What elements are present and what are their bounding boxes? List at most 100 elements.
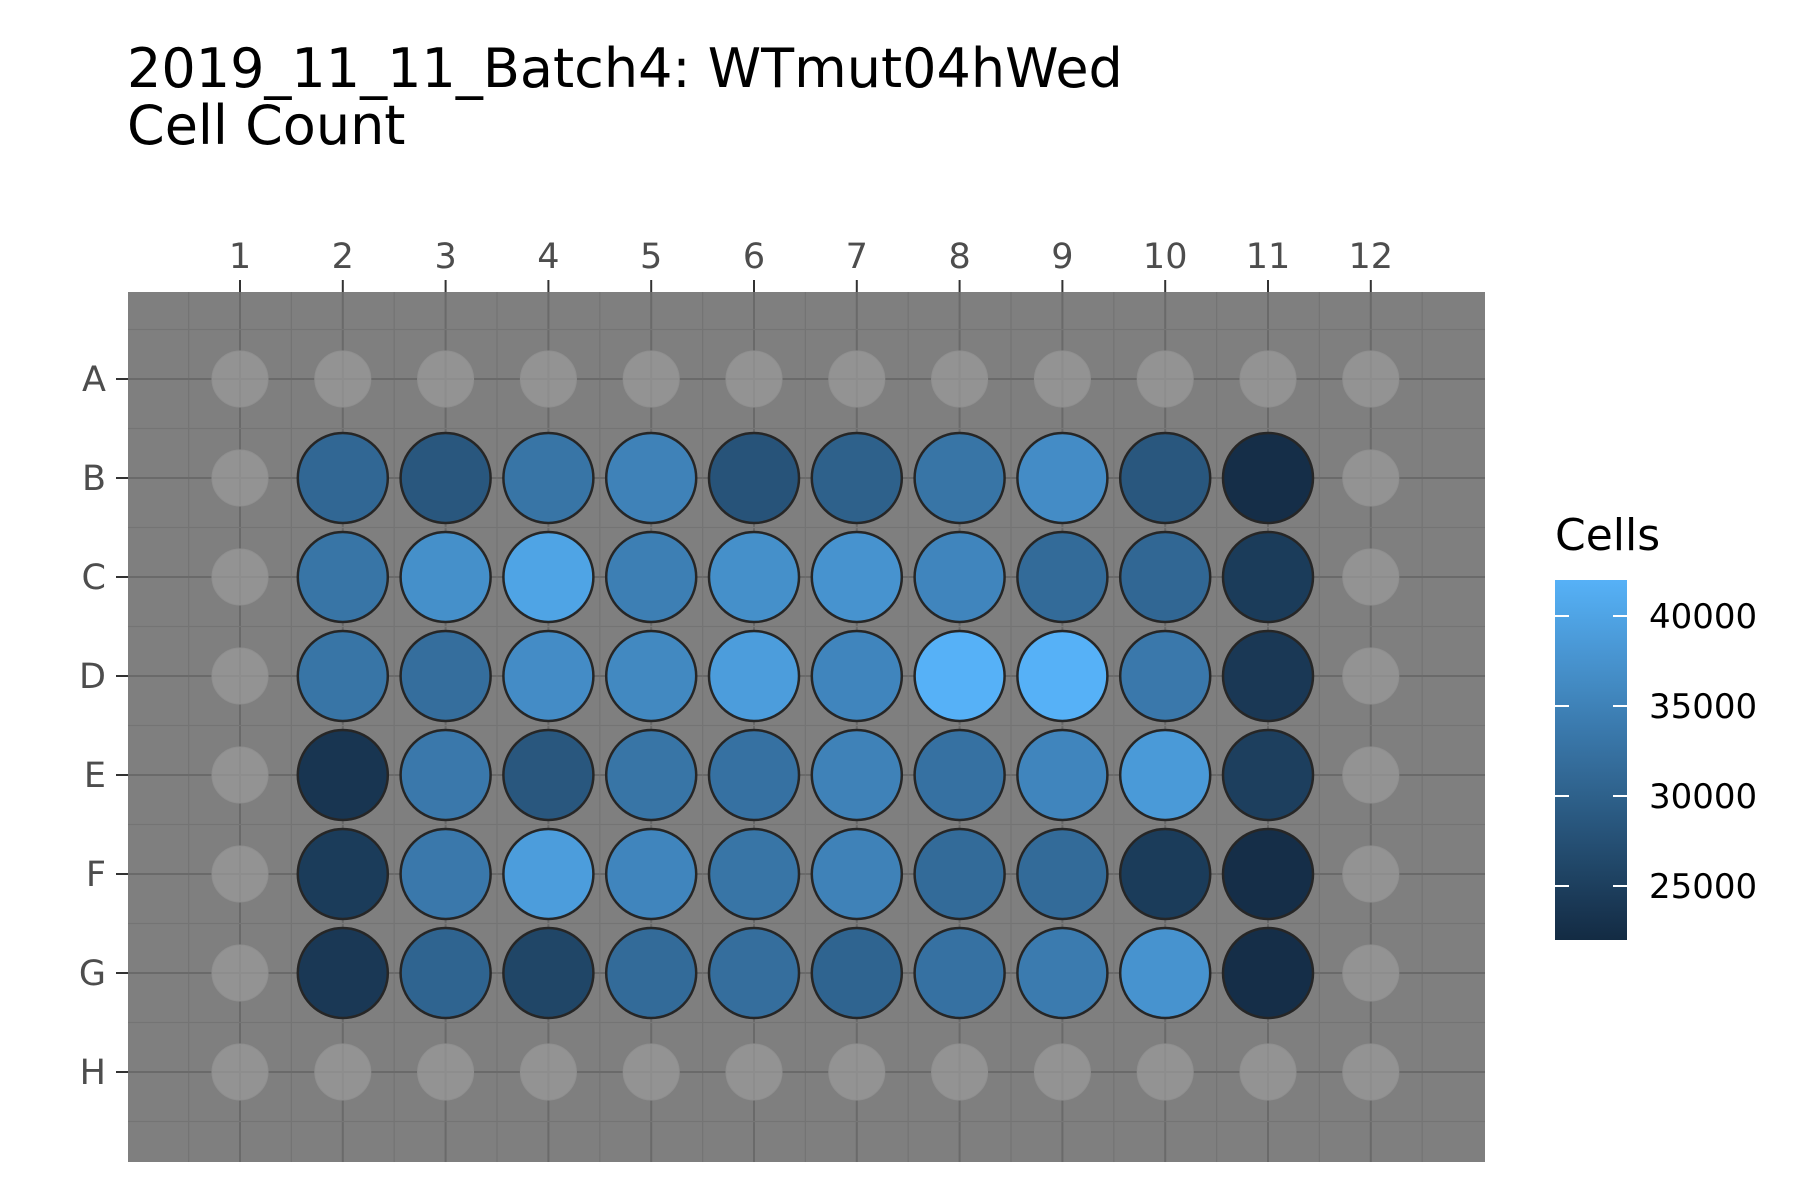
legend-title: Cells: [1555, 510, 1660, 561]
legend-colorbar: [1555, 580, 1627, 940]
well-E9: [1016, 728, 1109, 822]
well-A10-empty: [1136, 350, 1194, 408]
x-tick-label-6: 6: [743, 237, 765, 277]
well-A4-empty: [519, 350, 577, 408]
well-G12-empty: [1342, 944, 1400, 1002]
well-B11: [1221, 431, 1315, 525]
well-A8-empty: [931, 350, 989, 408]
well-C12-empty: [1342, 548, 1400, 606]
well-D3: [399, 629, 492, 723]
well-B8: [913, 431, 1006, 525]
well-H3-empty: [417, 1043, 475, 1101]
well-H7-empty: [828, 1043, 886, 1101]
well-H6-empty: [725, 1043, 783, 1101]
well-D7: [810, 629, 904, 723]
well-A3-empty: [417, 350, 475, 408]
well-G7: [810, 926, 904, 1020]
y-tick-label-D: D: [79, 657, 106, 697]
well-F1-empty: [211, 845, 269, 903]
well-H2-empty: [314, 1043, 372, 1101]
y-tick-label-H: H: [80, 1053, 106, 1093]
well-C10: [1118, 530, 1212, 624]
well-B12-empty: [1342, 449, 1400, 507]
x-tick-label-7: 7: [846, 237, 868, 277]
x-tick-label-12: 12: [1349, 237, 1394, 277]
legend: Cells 25000 30000 35000 40000: [1555, 510, 1757, 940]
well-G5: [604, 926, 698, 1020]
well-G10: [1118, 926, 1212, 1020]
x-tick-label-4: 4: [537, 237, 559, 277]
well-F5: [604, 827, 698, 921]
well-F10: [1118, 827, 1212, 921]
well-E6: [707, 728, 801, 822]
well-H5-empty: [622, 1043, 680, 1101]
well-F8: [913, 827, 1006, 921]
well-F11: [1221, 827, 1315, 921]
well-E7: [810, 728, 904, 822]
chart-title-line-2: Cell Count: [127, 94, 406, 157]
well-C1-empty: [211, 548, 269, 606]
well-G3: [399, 926, 492, 1020]
well-D2: [296, 629, 390, 723]
y-tick-label-G: G: [79, 954, 106, 994]
well-F4: [502, 827, 595, 921]
well-H1-empty: [211, 1043, 269, 1101]
well-C9: [1016, 530, 1109, 624]
x-tick-label-11: 11: [1246, 237, 1291, 277]
well-A12-empty: [1342, 350, 1400, 408]
plot-panel: [128, 292, 1485, 1162]
well-H10-empty: [1136, 1043, 1194, 1101]
well-D8: [913, 629, 1006, 723]
y-tick-label-C: C: [82, 558, 106, 598]
well-B1-empty: [211, 449, 269, 507]
well-G1-empty: [211, 944, 269, 1002]
well-E1-empty: [211, 746, 269, 804]
well-H12-empty: [1342, 1043, 1400, 1101]
y-tick-label-B: B: [82, 459, 106, 499]
well-A6-empty: [725, 350, 783, 408]
well-G8: [913, 926, 1006, 1020]
well-D4: [502, 629, 595, 723]
well-B4: [502, 431, 595, 525]
well-C11: [1221, 530, 1315, 624]
x-tick-label-5: 5: [640, 237, 662, 277]
well-B10: [1118, 431, 1212, 525]
well-D11: [1221, 629, 1315, 723]
well-G6: [707, 926, 801, 1020]
well-E10: [1118, 728, 1212, 822]
well-E2: [296, 728, 390, 822]
x-tick-label-10: 10: [1143, 237, 1188, 277]
well-C5: [604, 530, 698, 624]
well-E11: [1221, 728, 1315, 822]
well-C7: [810, 530, 904, 624]
well-C4: [502, 530, 595, 624]
well-C6: [707, 530, 801, 624]
well-G11: [1221, 926, 1315, 1020]
x-tick-label-1: 1: [229, 237, 251, 277]
well-F7: [810, 827, 904, 921]
well-D12-empty: [1342, 647, 1400, 705]
well-H9-empty: [1033, 1043, 1091, 1101]
well-G9: [1016, 926, 1109, 1020]
well-H8-empty: [931, 1043, 989, 1101]
legend-label-40000: 40000: [1649, 597, 1757, 637]
well-E12-empty: [1342, 746, 1400, 804]
well-B6: [707, 431, 801, 525]
y-tick-label-E: E: [84, 756, 106, 796]
well-E4: [502, 728, 595, 822]
well-F12-empty: [1342, 845, 1400, 903]
well-A5-empty: [622, 350, 680, 408]
legend-label-25000: 25000: [1649, 867, 1757, 907]
well-A9-empty: [1033, 350, 1091, 408]
well-C3: [399, 530, 492, 624]
well-B2: [296, 431, 390, 525]
well-B9: [1016, 431, 1109, 525]
x-tick-label-9: 9: [1051, 237, 1073, 277]
well-G4: [502, 926, 595, 1020]
well-A1-empty: [211, 350, 269, 408]
x-tick-label-8: 8: [948, 237, 970, 277]
legend-label-30000: 30000: [1649, 777, 1757, 817]
well-D9: [1016, 629, 1109, 723]
well-H11-empty: [1239, 1043, 1297, 1101]
